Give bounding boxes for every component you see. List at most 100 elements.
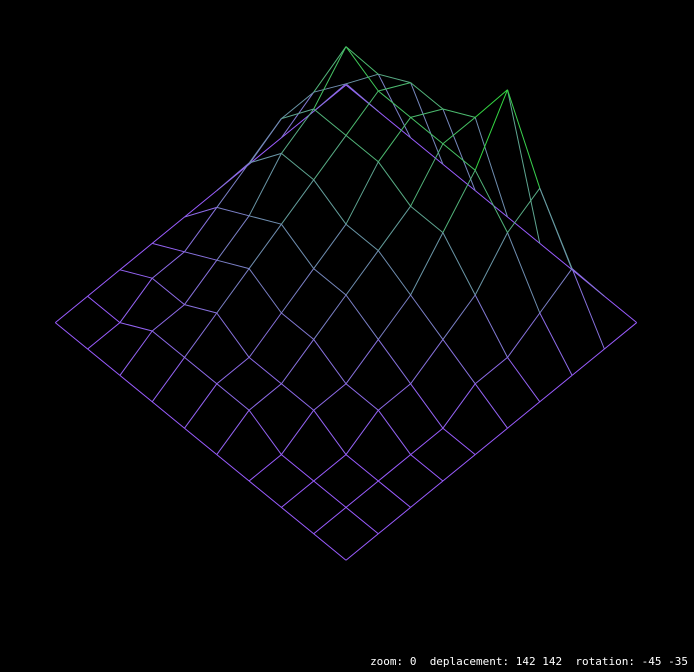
- mesh-edge: [345, 294, 379, 340]
- mesh-edge: [539, 375, 573, 403]
- mesh-edge: [377, 454, 411, 482]
- mesh-edge: [410, 117, 444, 145]
- mesh-edge: [281, 153, 315, 181]
- mesh-edge: [410, 480, 444, 508]
- mesh-edge: [313, 83, 347, 93]
- mesh-edge: [507, 232, 541, 314]
- mesh-edge: [345, 250, 379, 296]
- mesh-edge: [313, 454, 347, 482]
- mesh-edge: [442, 117, 476, 145]
- mesh-edge: [184, 259, 218, 305]
- zoom-value: 0: [409, 655, 417, 668]
- mesh-edge: [313, 294, 347, 340]
- mesh-edge: [571, 348, 605, 376]
- mesh-edge: [410, 339, 444, 385]
- mesh-edge: [377, 73, 412, 139]
- mesh-edge: [442, 383, 476, 429]
- mesh-edge: [539, 188, 573, 269]
- mesh-edge: [377, 480, 411, 508]
- mesh-edge: [571, 268, 605, 297]
- mesh-edge: [184, 383, 218, 429]
- mesh-edge: [378, 73, 411, 84]
- mesh-edge: [248, 268, 282, 314]
- mesh-edge: [184, 312, 218, 358]
- mesh-edge: [313, 507, 347, 535]
- deplacement-value: 142 142: [515, 655, 563, 668]
- mesh-edge: [442, 143, 476, 171]
- mesh-edge: [377, 383, 411, 411]
- mesh-edge: [216, 383, 250, 411]
- mesh-edge: [248, 137, 282, 165]
- mesh-edge: [345, 507, 379, 535]
- mesh-edge: [442, 454, 476, 482]
- mesh-edge: [442, 294, 476, 340]
- mesh-edge: [410, 294, 444, 340]
- mesh-edge: [345, 46, 379, 92]
- mesh-edge: [248, 383, 282, 411]
- mesh-edge: [313, 383, 347, 411]
- mesh-edge: [184, 427, 218, 455]
- mesh-edge: [345, 339, 379, 385]
- mesh-edge: [87, 295, 121, 323]
- mesh-edge: [151, 277, 185, 305]
- mesh-edge: [313, 179, 347, 225]
- mesh-edge: [280, 268, 315, 314]
- mesh-edge: [410, 205, 444, 233]
- mesh-edge: [216, 357, 250, 385]
- mesh-edge: [152, 242, 185, 253]
- mesh-edge: [87, 269, 121, 297]
- mesh-edge: [248, 215, 282, 225]
- mesh-edge: [507, 187, 541, 233]
- mesh-edge: [280, 409, 315, 455]
- mesh-edge: [280, 179, 315, 225]
- rotation-label: rotation:: [575, 655, 636, 668]
- mesh-edge: [119, 330, 153, 376]
- deplacement-label: deplacement:: [429, 655, 510, 668]
- mesh-edge: [474, 190, 508, 218]
- mesh-edge: [216, 312, 250, 358]
- mesh-edge: [313, 46, 347, 110]
- mesh-edge: [442, 339, 476, 385]
- mesh-edge: [313, 268, 347, 296]
- mesh-edge: [216, 215, 250, 261]
- mesh-edge: [216, 206, 250, 217]
- mesh-edge: [281, 507, 315, 535]
- mesh-edge: [345, 533, 379, 561]
- mesh-edge: [313, 135, 347, 181]
- mesh-edge: [377, 339, 412, 385]
- mesh-edge: [345, 454, 379, 482]
- mesh-edge: [151, 251, 185, 279]
- mesh-edge: [377, 294, 412, 340]
- mesh-edge: [216, 162, 250, 208]
- mesh-edge: [377, 111, 411, 139]
- mesh-edge: [248, 118, 282, 164]
- mesh-edge: [248, 357, 282, 385]
- mesh-edge: [248, 454, 282, 482]
- mesh-edge: [474, 383, 508, 429]
- mesh-edge: [248, 480, 282, 508]
- mesh-edge: [184, 357, 218, 385]
- mesh-edge: [377, 117, 412, 163]
- mesh-edge: [442, 232, 476, 296]
- mesh-edge: [151, 330, 185, 358]
- mesh-edge: [280, 108, 315, 154]
- mesh-edge: [474, 89, 508, 171]
- mesh-edge: [313, 83, 347, 112]
- mesh-edge: [410, 427, 444, 455]
- mesh-edge: [345, 46, 379, 75]
- mesh-edge: [442, 163, 476, 191]
- mesh-edge: [474, 357, 508, 385]
- mesh-edge: [87, 348, 121, 376]
- mesh-edge: [442, 427, 476, 455]
- mesh-edge: [539, 312, 573, 376]
- mesh-edge: [345, 383, 379, 411]
- mesh-edge: [313, 46, 347, 93]
- mesh-edge: [280, 339, 315, 385]
- mesh-edge: [119, 243, 153, 271]
- mesh-edge: [151, 216, 185, 244]
- mesh-edge: [410, 454, 444, 482]
- mesh-edge: [474, 89, 508, 118]
- mesh-edge: [377, 250, 412, 296]
- mesh-edge: [410, 82, 444, 165]
